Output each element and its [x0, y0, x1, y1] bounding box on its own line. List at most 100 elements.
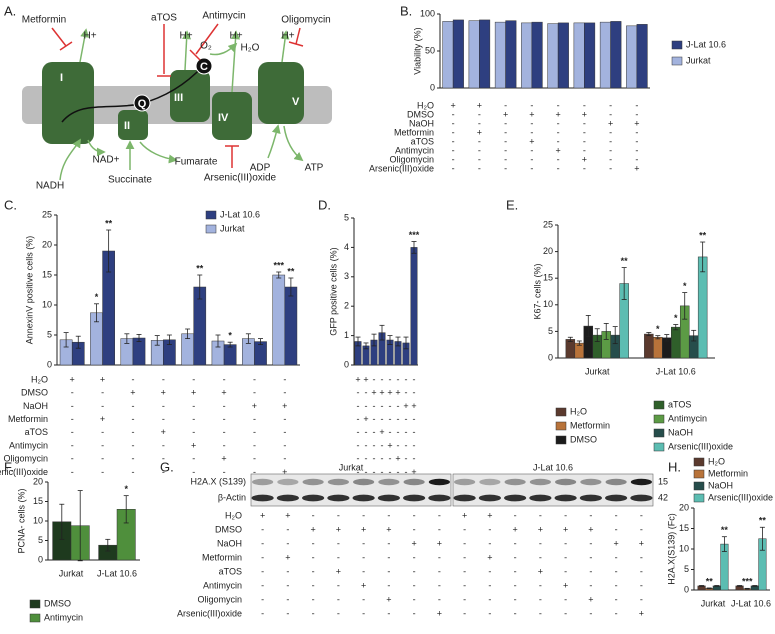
- error-bar: [737, 585, 743, 587]
- treatment-mark: +: [395, 388, 400, 398]
- error-bar: [288, 277, 294, 297]
- error-bar: [706, 587, 712, 590]
- treatment-mark: -: [373, 427, 376, 437]
- treatment-mark: -: [283, 414, 286, 424]
- treatment-mark: -: [357, 467, 360, 477]
- treatment-mark: -: [413, 580, 416, 590]
- legend-swatch: [555, 421, 567, 431]
- error-bar: [154, 335, 160, 346]
- treatment-mark: +: [411, 401, 416, 411]
- treatment-mark: -: [539, 510, 542, 520]
- legend-label: J-Lat 10.6: [686, 39, 726, 49]
- row-label: Antimycin: [203, 580, 242, 590]
- row-label: aTOS: [411, 136, 434, 146]
- treatment-mark: -: [192, 427, 195, 437]
- treatment-mark: -: [381, 374, 384, 384]
- treatment-mark: -: [488, 538, 491, 548]
- row-label: Oligomycin: [197, 594, 242, 604]
- panel-label: H.: [668, 459, 681, 474]
- treatment-mark: -: [357, 427, 360, 437]
- size-label: 42: [658, 492, 668, 502]
- band: [302, 478, 324, 486]
- treatment-mark: -: [397, 414, 400, 424]
- treatment-mark: -: [312, 552, 315, 562]
- treatment-mark: -: [312, 594, 315, 604]
- treatment-mark: -: [389, 414, 392, 424]
- treatment-mark: -: [405, 388, 408, 398]
- treatment-mark: -: [539, 608, 542, 618]
- bar: [653, 337, 663, 359]
- treatment-mark: -: [381, 414, 384, 424]
- treatment-mark: -: [514, 608, 517, 618]
- arrows: [59, 28, 304, 181]
- treatment-mark: -: [514, 566, 517, 576]
- band: [428, 494, 451, 502]
- treatment-mark: -: [162, 401, 165, 411]
- treatment-mark: -: [609, 163, 612, 173]
- treatment-mark: -: [640, 594, 643, 604]
- band: [378, 478, 400, 486]
- treatment-mark: +: [191, 388, 196, 398]
- complex-label: V: [292, 96, 300, 108]
- y-tick-label: 2: [344, 301, 349, 311]
- error-bar: [75, 335, 81, 349]
- treatment-mark: -: [615, 566, 618, 576]
- bar: [599, 21, 611, 89]
- treatment-mark: -: [387, 552, 390, 562]
- y-tick-label: 20: [42, 239, 52, 249]
- treatment-mark: -: [583, 136, 586, 146]
- treatment-mark: +: [613, 538, 618, 548]
- y-tick-label: 3: [344, 271, 349, 281]
- y-tick-label: 50: [425, 45, 435, 55]
- treatment-mark: -: [564, 552, 567, 562]
- band: [251, 494, 274, 502]
- error-bar: [166, 334, 172, 346]
- blot: [250, 473, 452, 507]
- treatment-mark: -: [365, 427, 368, 437]
- significance: ***: [273, 260, 284, 270]
- legend-swatch: [693, 457, 705, 467]
- error-bar: [744, 587, 750, 590]
- error-bar: [714, 585, 720, 587]
- treatment-mark: -: [261, 608, 264, 618]
- treatment-mark: -: [640, 510, 643, 520]
- treatment-mark: -: [539, 594, 542, 604]
- treatment-mark: -: [478, 118, 481, 128]
- legend-swatch: [205, 210, 217, 220]
- treatment-mark: +: [282, 467, 287, 477]
- treatment-mark: -: [504, 136, 507, 146]
- error-bar: [227, 341, 233, 348]
- treatment-mark: -: [564, 608, 567, 618]
- treatment-mark: +: [161, 427, 166, 437]
- error-bar: [700, 241, 706, 273]
- legend-label: DMSO: [44, 598, 71, 608]
- treatment-mark: -: [312, 538, 315, 548]
- treatment-mark: +: [260, 510, 265, 520]
- error-bar: [93, 303, 99, 323]
- treatment-mark: -: [514, 538, 517, 548]
- treatment-mark: +: [477, 127, 482, 137]
- significance: *: [683, 281, 687, 291]
- significance: *: [674, 313, 678, 323]
- significance: **: [759, 516, 767, 526]
- x-tick-label: J-Lat 10.6: [97, 568, 137, 578]
- error-bar: [197, 274, 203, 300]
- treatment-mark: -: [530, 100, 533, 110]
- treatment-mark: -: [357, 454, 360, 464]
- treatment-mark: -: [261, 580, 264, 590]
- row-label: H₂O: [225, 510, 242, 520]
- treatment-mark: -: [635, 145, 638, 155]
- metabolite: NAD+: [93, 155, 120, 166]
- y-tick-label: 15: [679, 523, 689, 533]
- treatment-mark: -: [71, 388, 74, 398]
- y-tick-label: 15: [42, 269, 52, 279]
- treatment-mark: +: [477, 100, 482, 110]
- treatment-mark: -: [192, 454, 195, 464]
- proton: H+: [83, 31, 96, 42]
- treatment-mark: +: [282, 401, 287, 411]
- treatment-mark: -: [589, 510, 592, 520]
- treatment-mark: -: [609, 100, 612, 110]
- significance: **: [706, 576, 714, 586]
- treatment-mark: -: [71, 427, 74, 437]
- treatment-mark: +: [361, 580, 366, 590]
